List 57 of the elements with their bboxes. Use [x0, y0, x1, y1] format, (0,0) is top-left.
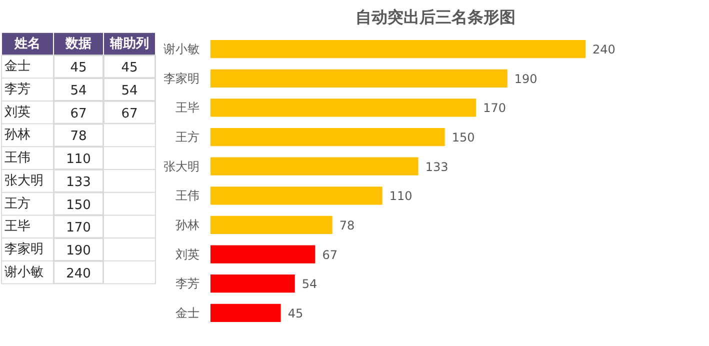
x-tick-label: 数据: [64, 36, 92, 52]
x-tick-label: 辅助列: [109, 36, 149, 52]
bar: [210, 157, 418, 176]
y-tick-label: 李家明: [4, 240, 44, 257]
bar: [210, 40, 586, 58]
data-label: 240: [592, 42, 616, 57]
y-tick-label: 张大明: [4, 173, 44, 188]
bar: [210, 274, 295, 293]
data-label: 54: [121, 84, 138, 99]
data-label: 67: [121, 106, 138, 122]
y-tick-label: 王伟: [4, 150, 30, 166]
data-label: 67: [322, 248, 338, 262]
data-label: 45: [121, 60, 138, 76]
data-label: 190: [66, 243, 91, 258]
data-label: 45: [288, 306, 304, 320]
data-label: 133: [66, 174, 91, 190]
chart-title: 自动突出后三名条形图: [356, 8, 516, 26]
data-label: 190: [514, 72, 538, 86]
y-tick-label: 王毕: [176, 100, 200, 115]
y-tick-label: 李家明: [164, 71, 200, 86]
y-tick-label: 谢小敏: [4, 264, 44, 280]
bar: [210, 69, 508, 88]
y-tick-label: 金士: [4, 59, 30, 74]
y-tick-label: 刘英: [176, 247, 200, 262]
y-tick-label: 王伟: [176, 188, 200, 203]
data-label: 54: [302, 277, 318, 292]
y-tick-label: 李芳: [176, 276, 200, 291]
data-label: 170: [66, 220, 91, 236]
data-label: 150: [452, 130, 475, 145]
data-label: 110: [389, 189, 412, 204]
bar: [210, 128, 445, 146]
data-label: 170: [483, 101, 506, 116]
y-tick-label: 张大明: [164, 159, 200, 174]
y-tick-label: 李芳: [4, 82, 30, 98]
y-tick-label: 刘英: [4, 104, 30, 120]
y-tick-label: 王方: [4, 195, 30, 212]
y-tick-label: 孙林: [176, 218, 200, 232]
y-tick-label: 王方: [176, 130, 200, 144]
data-label: 240: [66, 266, 91, 282]
data-label: 45: [70, 60, 87, 76]
data-label: 78: [70, 129, 87, 144]
y-tick-label: 孙林: [4, 128, 30, 143]
y-tick-label: 谢小敏: [164, 42, 200, 56]
data-label: 133: [425, 160, 448, 174]
data-label: 78: [339, 218, 355, 232]
y-tick-label: 王毕: [4, 219, 30, 234]
data-label: 150: [66, 198, 91, 213]
bar: [210, 186, 382, 205]
y-tick-label: 金士: [176, 306, 200, 320]
bar: [210, 216, 332, 234]
data-label: 110: [66, 152, 91, 168]
data-label: 54: [70, 84, 87, 99]
data-label: 67: [70, 106, 87, 122]
bar: [210, 304, 281, 322]
y-axis-title: 姓名: [14, 36, 40, 52]
bar: [210, 245, 316, 264]
bar: [210, 98, 476, 117]
